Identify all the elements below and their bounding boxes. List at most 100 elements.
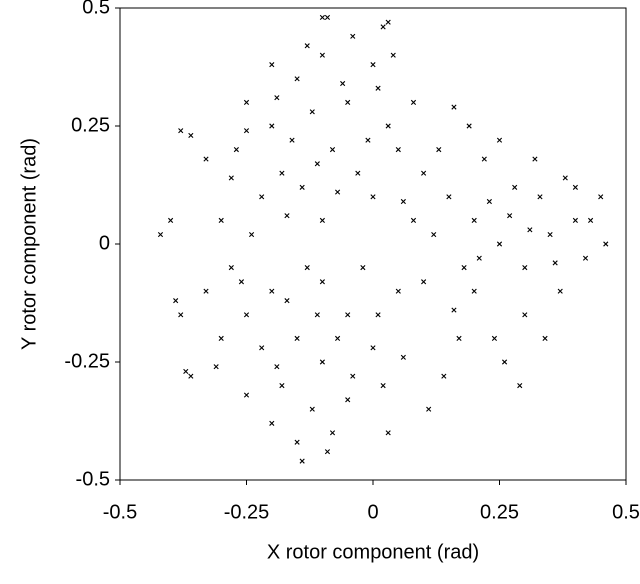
point	[456, 335, 462, 341]
point	[446, 194, 452, 200]
point	[213, 364, 219, 370]
point	[496, 137, 503, 143]
point	[496, 241, 503, 247]
point	[527, 227, 533, 233]
point	[183, 368, 189, 375]
point	[400, 198, 406, 205]
point	[390, 52, 396, 58]
point	[178, 128, 184, 134]
point	[340, 80, 346, 87]
point	[370, 194, 376, 200]
point	[233, 147, 239, 153]
point	[355, 170, 361, 176]
point	[557, 288, 563, 294]
point	[309, 109, 315, 115]
point	[284, 213, 290, 219]
point	[203, 156, 209, 162]
point	[532, 156, 538, 162]
point	[243, 99, 250, 105]
y-tick-label: 0.25	[71, 114, 110, 136]
point	[259, 345, 265, 351]
y-tick-label: 0	[99, 232, 110, 254]
point	[522, 265, 528, 271]
point	[188, 373, 194, 379]
point	[269, 288, 275, 294]
point	[319, 52, 325, 58]
point	[491, 335, 498, 341]
point	[157, 231, 164, 238]
point	[598, 194, 604, 200]
point	[603, 241, 609, 247]
point	[319, 217, 325, 223]
point	[248, 231, 255, 238]
point	[552, 260, 558, 266]
point	[314, 312, 320, 318]
y-tick-label: -0.25	[64, 350, 110, 372]
point	[375, 312, 381, 318]
point	[400, 354, 406, 360]
point	[466, 123, 472, 129]
point	[345, 312, 351, 318]
point	[587, 217, 594, 223]
point	[451, 307, 457, 313]
point	[481, 156, 487, 162]
point	[329, 430, 336, 436]
point	[476, 255, 482, 261]
point	[517, 383, 523, 389]
point	[451, 104, 457, 110]
point	[522, 312, 528, 318]
point	[319, 279, 325, 285]
point	[360, 265, 366, 271]
point	[385, 123, 391, 129]
point	[547, 231, 553, 238]
point	[304, 265, 310, 271]
point	[259, 194, 265, 200]
x-tick-label: -0.5	[103, 501, 137, 523]
point	[243, 392, 250, 398]
point	[542, 335, 548, 341]
point	[274, 95, 280, 101]
point	[380, 24, 386, 30]
point	[572, 217, 578, 223]
point	[334, 335, 341, 341]
point	[350, 373, 356, 379]
point	[168, 217, 174, 223]
point	[385, 19, 391, 25]
point	[395, 147, 401, 153]
point	[582, 255, 589, 261]
point	[218, 217, 224, 223]
point	[294, 335, 300, 341]
point	[486, 198, 492, 205]
point	[421, 170, 427, 176]
x-tick-label: 0.25	[480, 501, 519, 523]
point	[314, 161, 320, 167]
point	[243, 128, 250, 134]
point	[370, 62, 376, 68]
point	[441, 373, 447, 379]
plot-frame	[119, 7, 627, 481]
point	[471, 217, 477, 223]
x-tick-label: 0	[367, 501, 378, 523]
x-tick-label: 0.5	[612, 501, 640, 523]
point	[410, 217, 417, 223]
y-tick-label: 0.5	[82, 0, 110, 18]
point	[203, 288, 209, 294]
point	[350, 33, 356, 39]
point	[329, 147, 336, 153]
point	[436, 147, 442, 153]
point	[284, 298, 290, 304]
point	[471, 288, 477, 294]
point	[410, 99, 417, 105]
point	[324, 14, 331, 21]
point	[345, 99, 351, 105]
point	[324, 449, 331, 455]
point	[299, 184, 305, 190]
point	[334, 189, 341, 195]
point	[426, 406, 432, 412]
point	[507, 213, 513, 219]
y-tick-label: -0.5	[76, 468, 110, 490]
point	[319, 359, 325, 365]
point	[461, 265, 467, 271]
